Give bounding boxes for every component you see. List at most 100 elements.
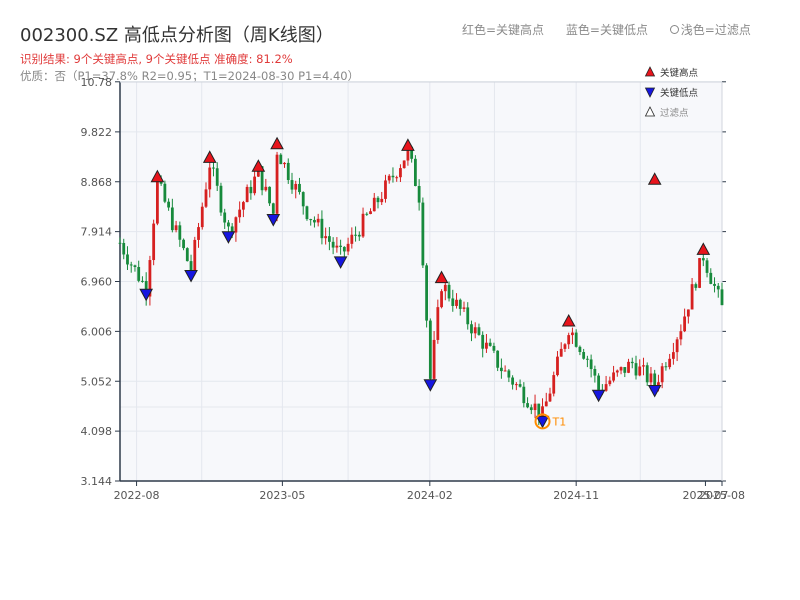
key-low-marker — [333, 256, 348, 269]
candle-body — [642, 365, 645, 367]
candle-body — [582, 352, 586, 359]
candle-body — [384, 180, 387, 199]
x-tick-label: 2024-11 — [553, 489, 599, 502]
candle-body — [451, 298, 455, 306]
key-low-marker — [139, 288, 154, 302]
candle-body — [271, 203, 275, 214]
key-high-marker — [647, 172, 662, 185]
candle-body — [713, 283, 716, 286]
candle-body — [275, 154, 279, 214]
candle-body — [496, 350, 500, 368]
quality-note: 优质：否（P1=37.8% R2=0.95；T1=2024-08-30 P1=4… — [20, 69, 360, 83]
key-high-marker — [150, 169, 165, 183]
legend-marker — [644, 66, 656, 77]
candle-body — [432, 339, 436, 379]
candle-body — [331, 241, 335, 248]
candle-body — [701, 258, 705, 261]
candle-body — [470, 324, 473, 334]
header-legend-high: 红色=关键高点 — [462, 23, 545, 37]
candle-body — [249, 186, 253, 194]
key-low-marker — [266, 214, 281, 227]
candle-body — [503, 370, 507, 372]
candle-body — [492, 345, 496, 351]
key-low-marker — [647, 384, 662, 398]
candle-body — [649, 373, 653, 383]
candle-body — [327, 236, 331, 242]
candle-body — [440, 291, 443, 308]
candle-body — [571, 332, 574, 336]
candle-body — [559, 348, 563, 357]
key-high-marker — [401, 138, 415, 151]
candle-body — [283, 162, 286, 165]
candle-body — [458, 299, 462, 309]
candle-body — [686, 309, 690, 317]
x-tick-label: 2022-08 — [114, 489, 160, 502]
y-tick-label: 3.144 — [81, 475, 113, 488]
candle-body — [443, 284, 447, 292]
candle-body — [720, 289, 724, 306]
candle-body — [313, 219, 316, 223]
candle-body — [174, 225, 178, 231]
marked-point-label: T1 — [552, 415, 567, 428]
candle-body — [376, 197, 380, 203]
candle-body — [683, 316, 687, 332]
x-tick-label: 2024-02 — [407, 489, 453, 502]
candle-body — [178, 225, 182, 240]
key-low-marker — [591, 389, 606, 403]
key-high-marker — [561, 313, 576, 327]
candle-body — [253, 176, 257, 194]
marked-point-circle — [534, 413, 551, 430]
candle-body — [473, 327, 477, 334]
candle-body — [462, 307, 466, 309]
chart-subtitle: 识别结果: 9个关键高点, 9个关键低点 准确度: 81.2% — [20, 52, 293, 66]
candle-body — [189, 261, 193, 272]
candle-body — [653, 373, 657, 387]
candle-body — [485, 342, 488, 349]
key-low-marker — [423, 379, 438, 392]
candle-body — [204, 189, 208, 207]
candle-body — [671, 352, 675, 359]
candle-body — [193, 239, 197, 272]
candle-body — [380, 198, 384, 203]
candle-body — [230, 226, 234, 233]
candle-body — [548, 393, 552, 402]
candle-body — [668, 358, 672, 368]
candle-body — [664, 366, 668, 368]
candle-body — [597, 375, 601, 390]
candle-body — [316, 218, 320, 223]
candle-body — [152, 223, 156, 261]
candle-body — [163, 183, 167, 202]
candle-body — [694, 284, 698, 288]
candle-body — [533, 403, 537, 411]
candle-body — [585, 358, 589, 360]
key-low-marker — [221, 231, 236, 244]
candle-body — [260, 166, 264, 191]
candles — [118, 142, 724, 426]
filtered-ring-icon — [669, 25, 679, 34]
candle-body — [481, 334, 485, 349]
candle-body — [298, 183, 301, 193]
candle-body — [634, 363, 638, 376]
candle-body — [137, 266, 141, 281]
candle-body — [279, 154, 283, 165]
candle-body — [129, 264, 133, 266]
candle-body — [290, 180, 294, 190]
candle-body — [141, 280, 144, 282]
candle-body — [638, 366, 642, 376]
y-tick-label: 8.868 — [81, 176, 113, 189]
key-high-marker — [696, 242, 711, 255]
key-low-marker — [184, 269, 198, 283]
candle-body — [144, 281, 148, 297]
candle-body — [657, 382, 660, 387]
candle-body — [245, 186, 249, 203]
candle-body — [679, 331, 683, 340]
candle-body — [529, 407, 533, 411]
chart-title: 002300.SZ 高低点分析图（周K线图） — [20, 25, 334, 46]
candle-body — [421, 202, 425, 266]
candle-body — [488, 342, 492, 346]
candle-body — [185, 248, 189, 262]
x-tick-label: 2023-05 — [259, 489, 305, 502]
candle-body — [593, 369, 597, 376]
candle-body — [428, 320, 432, 379]
candle-body — [305, 206, 309, 220]
